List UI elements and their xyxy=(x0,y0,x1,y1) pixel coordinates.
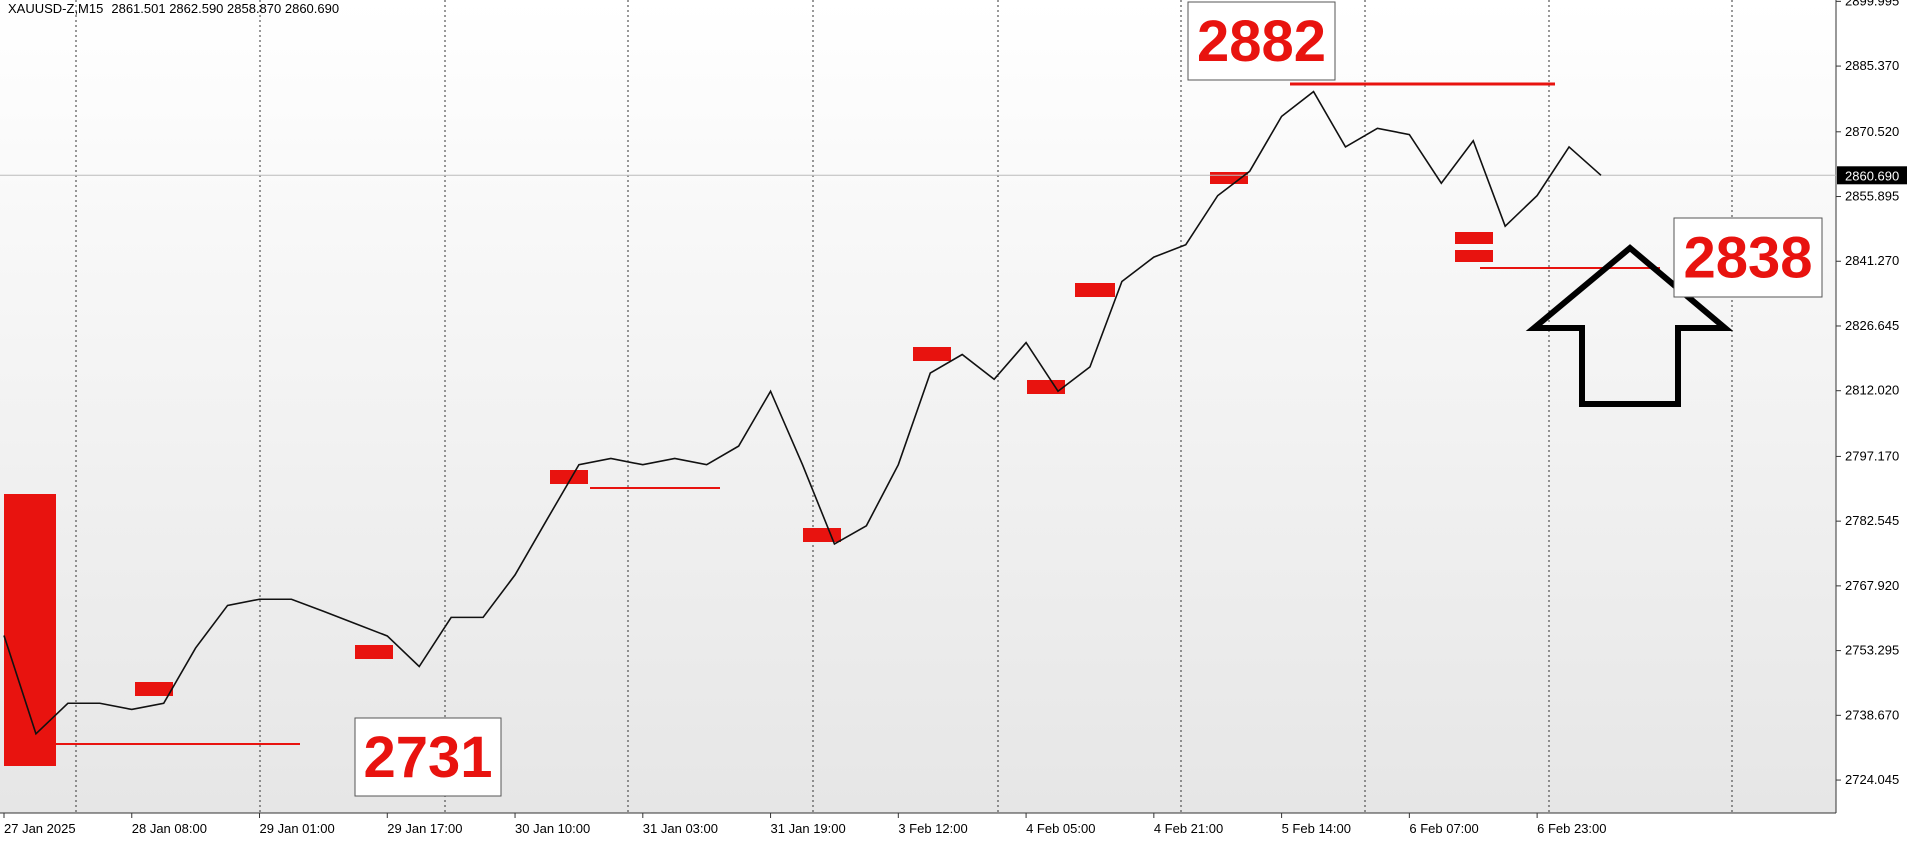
zone-block xyxy=(1210,172,1248,184)
y-tick-label: 2826.645 xyxy=(1845,318,1899,333)
y-tick-label: 2782.545 xyxy=(1845,513,1899,528)
y-tick-label: 2870.520 xyxy=(1845,124,1899,139)
symbol-text: XAUUSD-Z,M15 xyxy=(8,1,103,16)
zone-block xyxy=(550,470,588,484)
y-tick-label: 2812.020 xyxy=(1845,383,1899,398)
zone-block xyxy=(1027,380,1065,394)
x-tick-label: 31 Jan 19:00 xyxy=(771,821,846,836)
x-tick-label: 6 Feb 07:00 xyxy=(1409,821,1478,836)
y-tick-label: 2738.670 xyxy=(1845,707,1899,722)
x-tick-label: 30 Jan 10:00 xyxy=(515,821,590,836)
big-arrow xyxy=(1525,244,1734,407)
annotation: 2731 xyxy=(363,725,492,790)
current-price-label: 2860.690 xyxy=(1845,168,1899,183)
y-tick-label: 2797.170 xyxy=(1845,448,1899,463)
x-tick-label: 29 Jan 17:00 xyxy=(387,821,462,836)
x-tick-label: 27 Jan 2025 xyxy=(4,821,76,836)
zone-block xyxy=(1455,232,1493,244)
y-tick-label: 2885.370 xyxy=(1845,58,1899,73)
zone-block xyxy=(135,682,173,696)
x-tick-label: 6 Feb 23:00 xyxy=(1537,821,1606,836)
annotation-box xyxy=(1187,1,1336,81)
zone-block xyxy=(4,494,56,766)
zone-block xyxy=(913,347,951,361)
time-axis xyxy=(0,813,1836,841)
annotation-box xyxy=(354,717,502,797)
zone-block xyxy=(1455,250,1493,262)
price-line xyxy=(3,90,1602,736)
zone-block xyxy=(803,528,841,542)
price-axis xyxy=(1836,0,1917,841)
x-tick-label: 5 Feb 14:00 xyxy=(1282,821,1351,836)
x-tick-label: 4 Feb 21:00 xyxy=(1154,821,1223,836)
ohlc-text: 2861.501 2862.590 2858.870 2860.690 xyxy=(111,1,339,16)
x-tick-label: 28 Jan 08:00 xyxy=(132,821,207,836)
x-tick-label: 31 Jan 03:00 xyxy=(643,821,718,836)
annotation-box xyxy=(1673,217,1823,298)
indicator-marks xyxy=(4,82,1734,766)
x-tick-label: 4 Feb 05:00 xyxy=(1026,821,1095,836)
x-tick-label: 3 Feb 12:00 xyxy=(898,821,967,836)
y-tick-label: 2899.995 xyxy=(1845,0,1899,8)
y-tick-label: 2855.895 xyxy=(1845,189,1899,204)
zone-block xyxy=(355,645,393,659)
current-price-box xyxy=(1837,166,1907,185)
annotation: 2882 xyxy=(1197,9,1326,74)
y-tick-label: 2841.270 xyxy=(1845,253,1899,268)
annotation: 2838 xyxy=(1683,226,1812,291)
x-tick-label: 29 Jan 01:00 xyxy=(260,821,335,836)
symbol: XAUUSD-Z,M15 2861.501 2862.590 2858.870 2… xyxy=(8,1,339,16)
y-tick-label: 2753.295 xyxy=(1845,643,1899,658)
y-tick-label: 2767.920 xyxy=(1845,578,1899,593)
y-tick-label: 2724.045 xyxy=(1845,772,1899,787)
zone-block xyxy=(1075,283,1115,297)
